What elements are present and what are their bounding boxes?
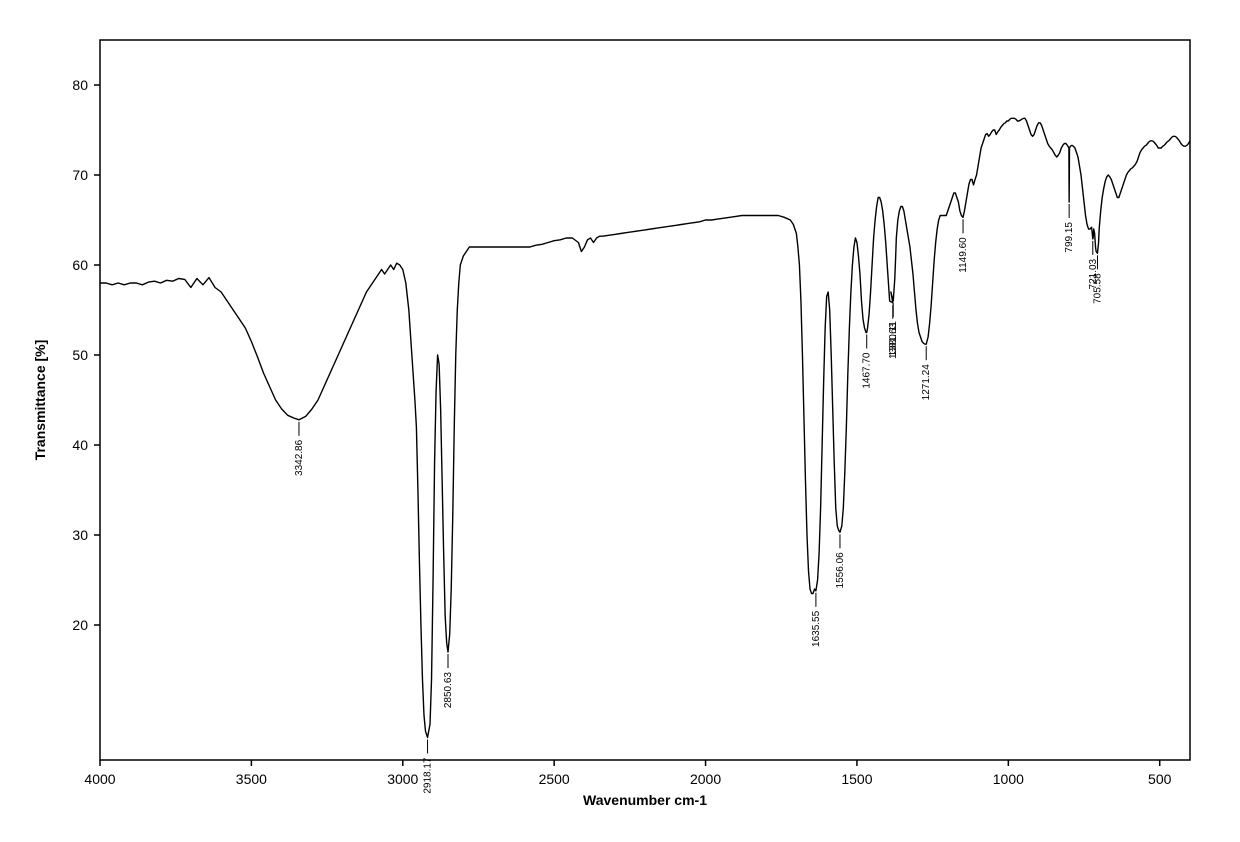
peak-label: 3342.86 <box>294 439 305 476</box>
peak-label: 799.15 <box>1064 222 1075 253</box>
x-tick-label: 1000 <box>993 771 1024 787</box>
y-tick-label: 20 <box>72 617 88 633</box>
x-tick-label: 3500 <box>236 771 267 787</box>
peak-label: 2850.63 <box>443 672 454 709</box>
peak-label: 1381.63 <box>888 322 899 359</box>
x-tick-label: 2000 <box>690 771 721 787</box>
spectrum-line <box>100 118 1190 737</box>
y-tick-label: 50 <box>72 347 88 363</box>
y-tick-label: 70 <box>72 167 88 183</box>
ir-spectrum-chart: 20 30 40 50 60 70 80 4000 3500 3000 2500 2000 1500 10… <box>0 0 1240 842</box>
x-tick-label: 500 <box>1148 771 1172 787</box>
x-tick-label: 3000 <box>387 771 418 787</box>
x-tick-label: 2500 <box>539 771 570 787</box>
plot-border <box>100 40 1190 760</box>
peak-label: 705.58 <box>1092 273 1103 304</box>
peak-label: 1271.24 <box>921 364 932 401</box>
peak-label: 2918.17 <box>423 757 434 794</box>
y-tick-label: 30 <box>72 527 88 543</box>
x-axis-label: Wavenumber cm-1 <box>583 792 707 808</box>
x-tick-label: 4000 <box>84 771 115 787</box>
y-tick-label: 80 <box>72 77 88 93</box>
spectrum-svg: 20 30 40 50 60 70 80 4000 3500 3000 2500 2000 1500 10… <box>0 0 1240 842</box>
peak-label: 1467.70 <box>862 352 873 389</box>
peak-label: 1556.06 <box>835 552 846 589</box>
x-tick-label: 1500 <box>841 771 872 787</box>
peak-label: 1635.55 <box>811 610 822 647</box>
y-axis-label: Transmittance [%] <box>32 340 48 461</box>
y-tick-label: 60 <box>72 257 88 273</box>
y-tick-label: 40 <box>72 437 88 453</box>
peak-label: 1149.60 <box>958 237 969 273</box>
